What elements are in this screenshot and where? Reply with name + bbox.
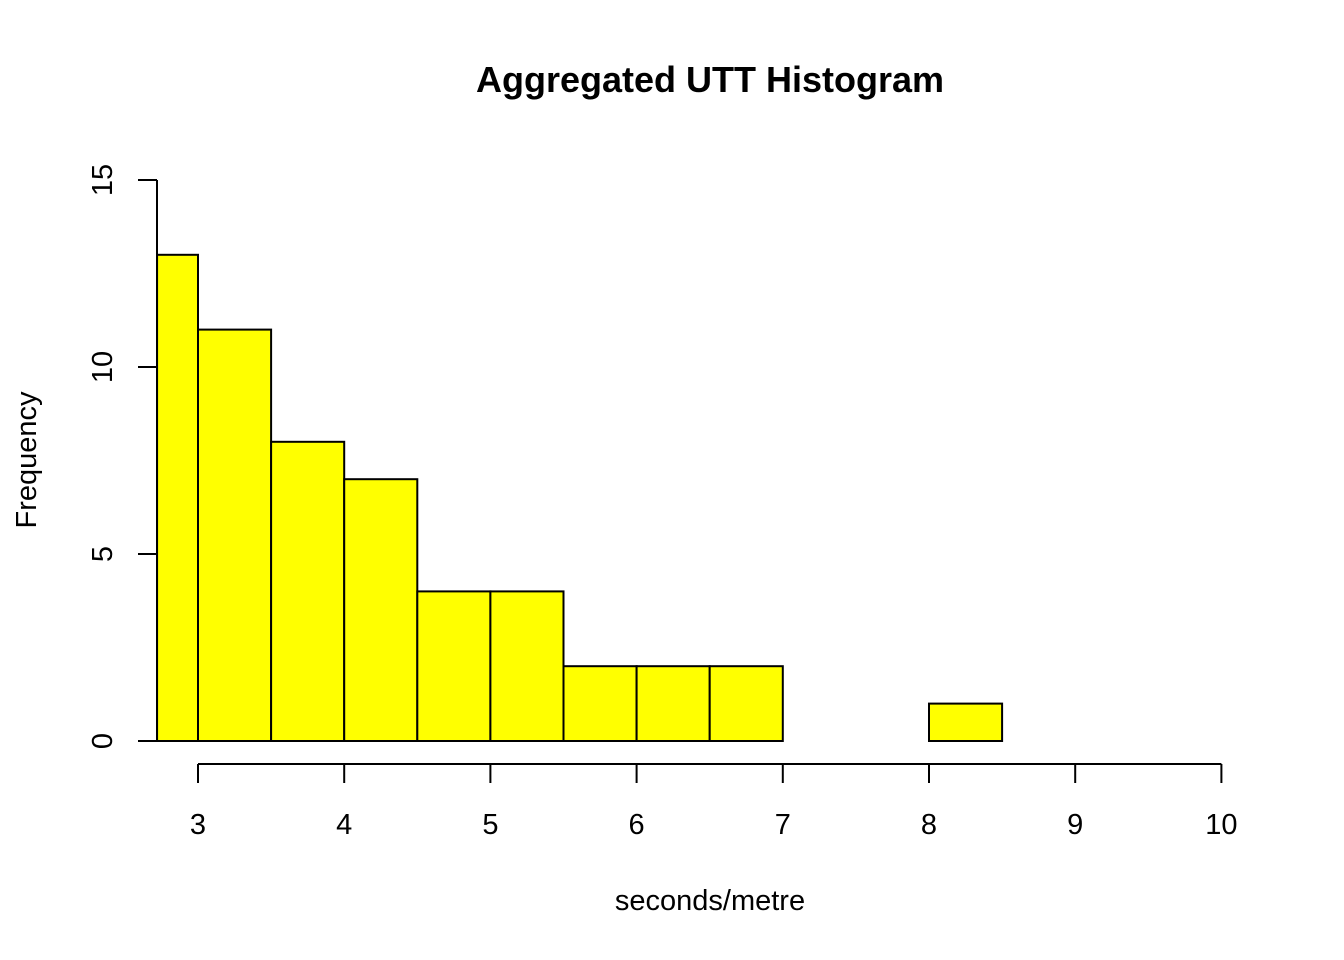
y-tick-label: 15 [87,164,119,196]
x-axis-title: seconds/metre [615,885,805,917]
y-axis: 0 5 10 15 [87,164,158,749]
x-tick-label: 4 [336,809,352,841]
chart-title: Aggregated UTT Histogram [476,59,944,100]
x-tick-label: 9 [1067,809,1083,841]
histogram-bar [635,665,711,743]
histogram-bar [928,702,1004,742]
x-tick-label: 3 [190,809,206,841]
histogram-bar [156,253,199,743]
y-tick-label: 10 [87,351,119,383]
x-tick-label: 10 [1205,809,1237,841]
bars-group [156,253,1004,743]
histogram-bar [343,478,419,742]
x-tick-label: 6 [629,809,645,841]
x-axis: 3 4 5 6 7 8 9 10 [190,763,1238,841]
y-tick-label: 0 [87,733,119,749]
x-tick-label: 8 [921,809,937,841]
histogram-bar [562,665,638,743]
x-tick-label: 5 [482,809,498,841]
histogram-bar [489,590,565,743]
x-tick-label: 7 [775,809,791,841]
histogram-bar [708,665,784,743]
histogram-bar [197,328,273,742]
y-axis-title: Frequency [11,391,43,529]
y-tick-label: 5 [87,546,119,562]
histogram-bar [416,590,492,743]
histogram-bar [270,440,346,742]
